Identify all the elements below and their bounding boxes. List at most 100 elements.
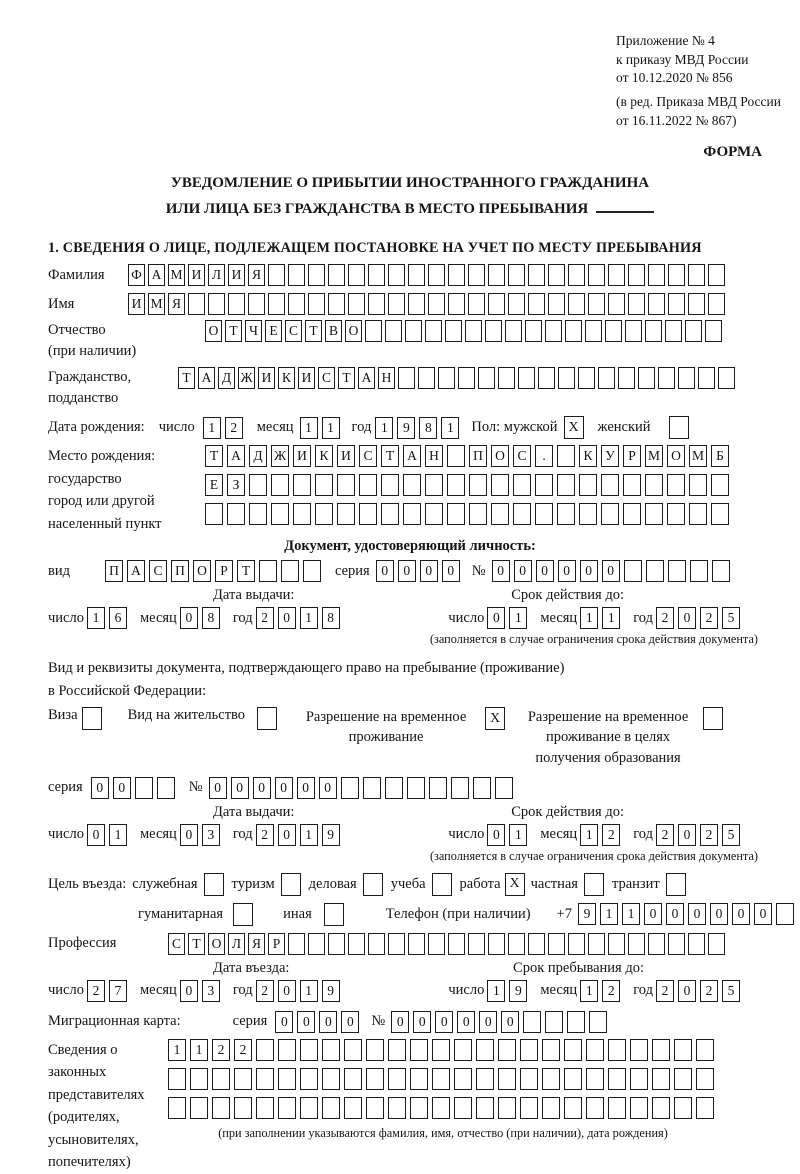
char-box[interactable] [652, 1096, 670, 1119]
char-box[interactable] [288, 932, 305, 955]
char-box[interactable] [268, 293, 285, 316]
char-box[interactable]: П [469, 445, 487, 468]
char-box[interactable] [328, 264, 345, 287]
char-box[interactable] [523, 1010, 542, 1033]
char-box[interactable] [408, 293, 425, 316]
char-box[interactable] [601, 474, 619, 497]
char-box[interactable]: Ф [128, 264, 145, 287]
char-box[interactable] [469, 474, 487, 497]
char-box[interactable] [300, 1067, 318, 1090]
char-box[interactable] [505, 320, 522, 343]
char-box[interactable] [308, 264, 325, 287]
char-box[interactable] [348, 293, 365, 316]
char-box[interactable]: 1 [321, 416, 340, 439]
char-box[interactable] [491, 503, 509, 526]
char-box[interactable]: 0 [687, 903, 706, 926]
char-box[interactable] [586, 1038, 604, 1061]
char-box[interactable] [528, 932, 545, 955]
char-box[interactable]: 1 [580, 823, 599, 846]
char-box[interactable]: 2 [700, 607, 718, 630]
char-box[interactable]: 0 [179, 979, 198, 1002]
char-box[interactable] [513, 474, 531, 497]
char-box[interactable]: И [337, 445, 355, 468]
char-box[interactable] [256, 1096, 274, 1119]
char-box[interactable] [688, 932, 705, 955]
char-box[interactable] [344, 1067, 362, 1090]
char-box[interactable]: Р [215, 560, 233, 583]
char-box[interactable] [366, 1038, 384, 1061]
char-box[interactable]: 0 [678, 823, 696, 846]
char-box[interactable] [212, 1067, 230, 1090]
char-box[interactable]: 2 [700, 823, 718, 846]
char-box[interactable]: Т [381, 445, 399, 468]
char-box[interactable] [465, 320, 482, 343]
char-box[interactable] [568, 264, 585, 287]
char-box[interactable]: 1 [299, 823, 318, 846]
char-box[interactable] [408, 264, 425, 287]
char-box[interactable] [685, 320, 702, 343]
char-box[interactable] [645, 503, 663, 526]
char-box[interactable]: А [127, 560, 145, 583]
char-box[interactable] [438, 367, 455, 390]
edu-permit-checkbox[interactable] [703, 707, 724, 731]
char-box[interactable] [385, 320, 402, 343]
char-box[interactable] [190, 1067, 208, 1090]
purpose-humanitarian-checkbox[interactable] [233, 902, 254, 926]
char-box[interactable] [410, 1038, 428, 1061]
char-box[interactable] [454, 1096, 472, 1119]
char-box[interactable]: 0 [277, 823, 296, 846]
char-box[interactable] [365, 320, 382, 343]
char-box[interactable]: 2 [700, 979, 718, 1002]
char-box[interactable] [535, 474, 553, 497]
char-box[interactable] [589, 1010, 608, 1033]
char-box[interactable]: 0 [513, 560, 532, 583]
char-box[interactable] [432, 1096, 450, 1119]
char-box[interactable]: 3 [201, 979, 220, 1002]
char-box[interactable] [528, 264, 545, 287]
purpose-official-checkbox[interactable] [203, 872, 224, 896]
visa-checkbox[interactable] [81, 707, 102, 731]
char-box[interactable]: 2 [602, 979, 621, 1002]
char-box[interactable] [308, 293, 325, 316]
char-box[interactable] [359, 474, 377, 497]
char-box[interactable]: Т [225, 320, 242, 343]
char-box[interactable] [388, 264, 405, 287]
char-box[interactable] [293, 503, 311, 526]
char-box[interactable]: Я [248, 932, 265, 955]
char-box[interactable] [398, 367, 415, 390]
char-box[interactable] [432, 1038, 450, 1061]
char-box[interactable]: 2 [255, 823, 274, 846]
char-box[interactable]: 1 [487, 979, 506, 1002]
purpose-work-checkbox[interactable]: X [504, 872, 525, 896]
char-box[interactable] [476, 1096, 494, 1119]
char-box[interactable] [448, 932, 465, 955]
char-box[interactable]: 0 [709, 903, 728, 926]
char-box[interactable] [348, 932, 365, 955]
char-box[interactable] [425, 503, 443, 526]
char-box[interactable] [476, 1067, 494, 1090]
char-box[interactable]: 0 [275, 1010, 294, 1033]
char-box[interactable] [403, 474, 421, 497]
char-box[interactable]: О [491, 445, 509, 468]
char-box[interactable]: 1 [299, 416, 318, 439]
char-box[interactable] [134, 776, 153, 799]
char-box[interactable] [718, 367, 735, 390]
char-box[interactable] [568, 293, 585, 316]
char-box[interactable]: 0 [319, 1010, 338, 1033]
char-box[interactable] [368, 293, 385, 316]
char-box[interactable] [448, 264, 465, 287]
char-box[interactable] [168, 1067, 186, 1090]
char-box[interactable] [689, 560, 708, 583]
char-box[interactable] [775, 903, 794, 926]
char-box[interactable] [608, 932, 625, 955]
char-box[interactable] [668, 293, 685, 316]
char-box[interactable]: С [359, 445, 377, 468]
